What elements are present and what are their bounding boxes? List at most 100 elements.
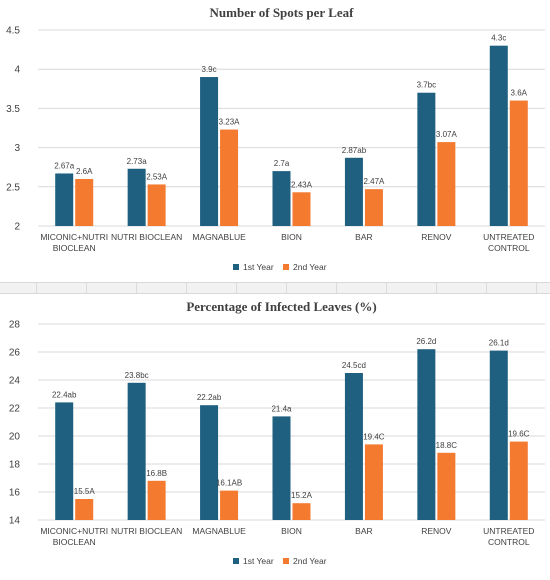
category-label: BAR bbox=[355, 526, 372, 536]
bar-year1 bbox=[127, 382, 146, 520]
y-tick-label: 3 bbox=[14, 143, 20, 154]
data-label: 2.87ab bbox=[342, 146, 367, 155]
y-tick-label: 20 bbox=[9, 432, 21, 443]
y-tick-label: 16 bbox=[9, 488, 21, 499]
data-label: 3.9c bbox=[202, 65, 217, 74]
data-label: 21.4a bbox=[271, 404, 292, 413]
y-tick-label: 3.5 bbox=[6, 104, 20, 115]
data-label: 19.6C bbox=[508, 430, 530, 439]
category-label: UNTREATED bbox=[483, 232, 534, 242]
category-label: MICONIC+NUTRI bbox=[40, 232, 108, 242]
data-label: 2.43A bbox=[291, 180, 313, 189]
legend-label: 1st Year bbox=[243, 556, 274, 566]
y-tick-label: 24 bbox=[9, 376, 21, 387]
category-label: BION bbox=[281, 526, 302, 536]
y-tick-label: 14 bbox=[9, 516, 21, 527]
data-label: 3.23A bbox=[219, 118, 241, 127]
bar-year1 bbox=[55, 173, 74, 226]
category-label: BAR bbox=[355, 232, 372, 242]
category-label: CONTROL bbox=[488, 537, 530, 547]
bar-year1 bbox=[344, 157, 363, 226]
data-label: 2.6A bbox=[76, 167, 93, 176]
chart-infected-leaves: Percentage of Infected Leaves (%) 14 16 18 2… bbox=[0, 294, 550, 575]
bar-year2 bbox=[509, 441, 528, 520]
bar-year1 bbox=[417, 92, 436, 226]
bar-year1 bbox=[272, 171, 291, 226]
chart-svg-infected: Percentage of Infected Leaves (%) 14 16 18 2… bbox=[9, 299, 545, 566]
bar-year1 bbox=[55, 402, 74, 520]
category-label: MICONIC+NUTRI bbox=[40, 526, 108, 536]
category-label: BIOCLEAN bbox=[53, 537, 96, 547]
y-tick-label: 4 bbox=[14, 65, 20, 76]
category-label: MAGNABLUE bbox=[192, 526, 246, 536]
category-label: BION bbox=[281, 232, 302, 242]
category-label: RENOV bbox=[421, 232, 452, 242]
data-label: 23.8bc bbox=[125, 371, 149, 380]
y-tick-label: 28 bbox=[9, 320, 21, 331]
bar-year2 bbox=[437, 142, 456, 226]
category-label: RENOV bbox=[421, 526, 452, 536]
y-tick-label: 26 bbox=[9, 348, 21, 359]
data-label: 2.67a bbox=[54, 161, 75, 170]
data-label: 24.5cd bbox=[342, 361, 366, 370]
data-label: 15.2A bbox=[291, 491, 313, 500]
chart-spots-per-leaf: Number of Spots per Leaf 2 2.5 3 3.5 4 4.5 2.67… bbox=[0, 0, 550, 282]
legend-swatch-year2 bbox=[283, 558, 289, 564]
bar-year2 bbox=[292, 192, 311, 226]
data-label: 3.07A bbox=[436, 130, 458, 139]
bar-year1 bbox=[489, 350, 508, 520]
data-label: 19.4C bbox=[363, 432, 385, 441]
data-label: 3.7bc bbox=[417, 81, 437, 90]
bar-year1 bbox=[417, 349, 436, 520]
bar-year2 bbox=[220, 129, 239, 226]
bar-year2 bbox=[220, 490, 239, 520]
data-label: 4.3c bbox=[491, 34, 506, 43]
y-tick-label: 18 bbox=[9, 460, 21, 471]
data-label: 15.5A bbox=[74, 487, 96, 496]
bar-year2 bbox=[292, 503, 311, 520]
data-label: 22.2ab bbox=[197, 393, 222, 402]
bar-year2 bbox=[364, 444, 383, 520]
data-label: 2.73a bbox=[127, 157, 148, 166]
data-label: 16.1AB bbox=[216, 479, 242, 488]
bar-year1 bbox=[127, 168, 146, 226]
bar-year1 bbox=[200, 405, 219, 520]
bar-year1 bbox=[344, 373, 363, 520]
bar-year2 bbox=[509, 100, 528, 226]
bar-year2 bbox=[437, 452, 456, 520]
category-label: NUTRI BIOCLEAN bbox=[111, 232, 182, 242]
legend-swatch-year2 bbox=[283, 264, 289, 270]
bar-year2 bbox=[364, 189, 383, 226]
data-label: 16.8B bbox=[146, 469, 167, 478]
data-label: 18.8C bbox=[436, 441, 458, 450]
category-label: NUTRI BIOCLEAN bbox=[111, 526, 182, 536]
chart-svg-spots: Number of Spots per Leaf 2 2.5 3 3.5 4 4.5 2.67… bbox=[6, 5, 545, 272]
bar-year1 bbox=[272, 416, 291, 520]
category-label: BIOCLEAN bbox=[53, 243, 96, 253]
data-label: 26.2d bbox=[416, 337, 436, 346]
y-tick-label: 4.5 bbox=[6, 26, 20, 37]
legend-swatch-year1 bbox=[233, 558, 239, 564]
bar-year2 bbox=[147, 184, 166, 226]
chart-title: Number of Spots per Leaf bbox=[210, 5, 355, 20]
data-label: 2.7a bbox=[274, 159, 290, 168]
bar-year2 bbox=[75, 178, 94, 226]
chart-title: Percentage of Infected Leaves (%) bbox=[186, 299, 376, 314]
bar-year2 bbox=[147, 480, 166, 520]
bar-year1 bbox=[200, 77, 219, 226]
legend-label: 1st Year bbox=[243, 262, 274, 272]
category-label: CONTROL bbox=[488, 243, 530, 253]
spreadsheet-row-divider bbox=[0, 282, 550, 294]
y-tick-label: 22 bbox=[9, 404, 21, 415]
data-label: 2.53A bbox=[146, 172, 168, 181]
bar-year1 bbox=[489, 45, 508, 227]
category-label: MAGNABLUE bbox=[192, 232, 246, 242]
y-tick-label: 2 bbox=[14, 222, 20, 233]
legend-label: 2nd Year bbox=[293, 556, 327, 566]
data-label: 3.6A bbox=[511, 89, 528, 98]
legend-label: 2nd Year bbox=[293, 262, 327, 272]
data-label: 22.4ab bbox=[52, 390, 77, 399]
data-label: 2.47A bbox=[363, 177, 385, 186]
legend-swatch-year1 bbox=[233, 264, 239, 270]
category-label: UNTREATED bbox=[483, 526, 534, 536]
